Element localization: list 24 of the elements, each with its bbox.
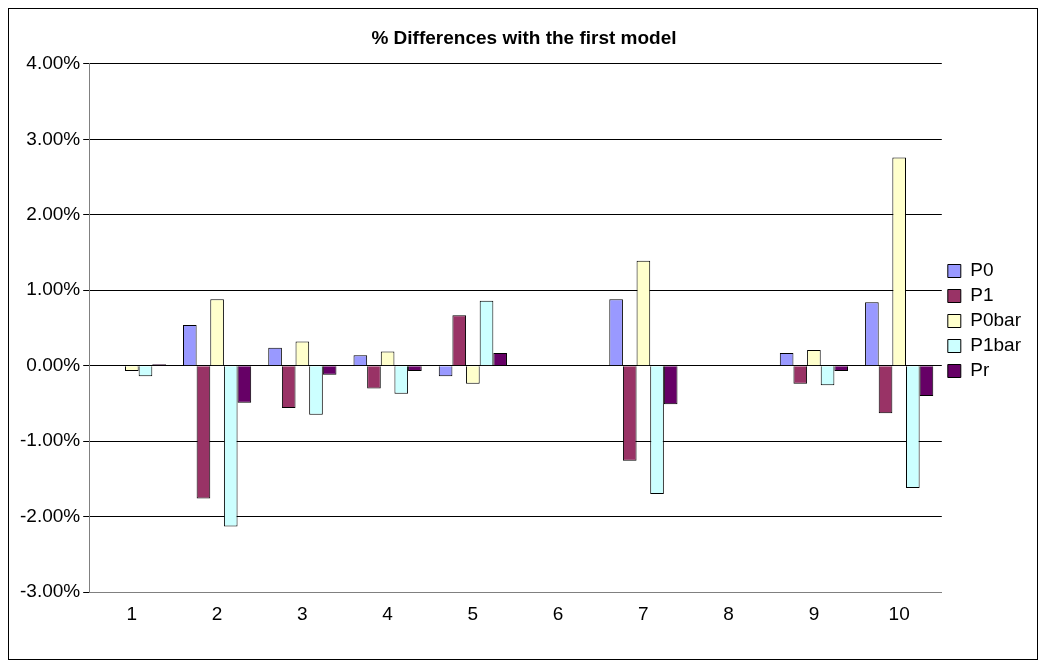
- x-tick-label: 6: [552, 602, 564, 624]
- y-tick-label: 1.00%: [26, 278, 81, 300]
- x-tick-label: 8: [723, 602, 734, 624]
- x-tick-label: 1: [126, 602, 138, 624]
- x-tick-label: 5: [467, 602, 479, 624]
- y-tick-label: -1.00%: [20, 429, 81, 451]
- chart-title: % Differences with the first model: [371, 26, 677, 48]
- x-tick-label: 2: [211, 602, 223, 624]
- legend-label: P1: [970, 284, 994, 306]
- x-tick-label: 7: [638, 602, 649, 624]
- x-tick-label: 9: [808, 602, 820, 624]
- y-tick-label: 0.00%: [26, 353, 81, 375]
- y-tick-label: 4.00%: [26, 52, 81, 74]
- y-tick-label: -3.00%: [20, 580, 81, 602]
- x-tick-label: 3: [297, 602, 308, 624]
- x-tick-label: 4: [382, 602, 394, 624]
- y-tick-label: 3.00%: [26, 127, 81, 149]
- y-tick-label: 2.00%: [26, 203, 81, 225]
- legend-label: Pr: [970, 359, 990, 381]
- x-tick-label: 10: [888, 602, 910, 624]
- legend-label: P0: [970, 259, 994, 281]
- legend-label: P0bar: [970, 309, 1022, 331]
- y-tick-label: -2.00%: [20, 504, 81, 526]
- legend-label: P1bar: [970, 334, 1022, 356]
